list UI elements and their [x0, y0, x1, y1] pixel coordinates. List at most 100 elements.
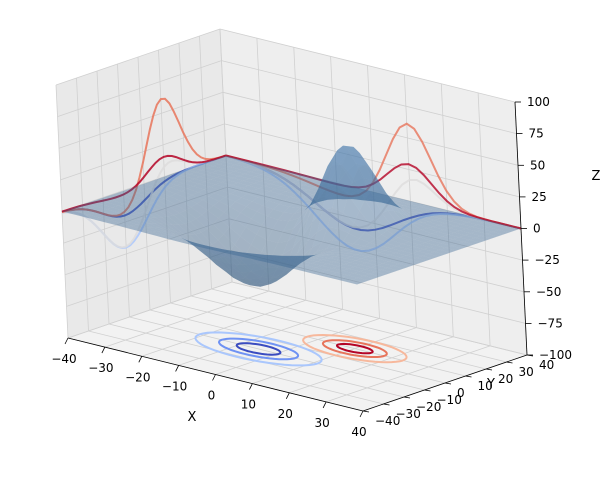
surface-patch	[234, 236, 251, 255]
surface-patch	[319, 183, 336, 189]
surface-patch	[197, 246, 215, 259]
surface-patch	[350, 197, 367, 200]
grid-line	[219, 28, 516, 103]
surface-patch	[112, 205, 129, 211]
surface-patch	[381, 230, 398, 241]
surface-patch	[125, 225, 142, 231]
surface-patch	[448, 232, 465, 238]
y-tick-label: −30	[396, 407, 421, 421]
surface-patch	[392, 237, 409, 244]
surface-patch	[240, 167, 257, 172]
surface-patch	[327, 145, 343, 166]
surface-patch	[295, 199, 312, 204]
surface-patch	[326, 185, 343, 198]
surface-patch	[442, 234, 459, 240]
surface-patch	[269, 188, 286, 194]
x-tick-label: −40	[51, 352, 76, 366]
surface-patch	[407, 211, 424, 218]
x-tick-label: 0	[208, 389, 216, 403]
surface-patch	[306, 258, 324, 262]
y-tick-label: 30	[519, 365, 534, 379]
surface-patch	[460, 228, 477, 234]
surface-patch	[241, 271, 259, 280]
surface-patch	[388, 197, 406, 202]
surface-patch	[131, 193, 148, 199]
surface-patch	[318, 255, 335, 259]
surface-patch	[150, 217, 167, 225]
surface-patch	[127, 214, 145, 220]
surface-patch	[193, 245, 210, 259]
surface-patch	[99, 215, 116, 221]
surface-patch	[252, 269, 269, 279]
x-tick	[322, 401, 327, 409]
surface-patch	[297, 255, 314, 256]
surface-patch	[333, 197, 350, 200]
surface-patch	[114, 191, 132, 197]
surface-patch	[302, 231, 318, 257]
surface-patch	[334, 190, 352, 196]
surface-patch	[229, 164, 246, 170]
surface-patch	[325, 250, 342, 253]
surface-patch	[207, 166, 224, 171]
surface-patch	[287, 236, 303, 263]
surface-patch	[120, 221, 137, 226]
surface-patch	[454, 230, 471, 236]
surface-patch	[152, 200, 169, 209]
surface-patch	[304, 269, 321, 275]
surface-patch	[324, 188, 341, 193]
surface-patch	[183, 234, 201, 247]
surface-patch	[435, 243, 452, 248]
surface-patch	[113, 198, 130, 204]
surface-patch	[381, 202, 398, 207]
left-wall-contour-projection	[61, 97, 227, 250]
surface-patch	[198, 189, 215, 197]
x-tick-label: 10	[241, 398, 256, 412]
surface-patch	[263, 191, 280, 198]
surface-patch	[327, 240, 344, 249]
surface-patch	[320, 270, 338, 275]
surface-patch	[462, 215, 479, 221]
surface-patch	[124, 202, 141, 208]
surface-patch	[188, 178, 205, 184]
surface-patch	[237, 277, 255, 285]
y-tick-label: −20	[416, 400, 441, 414]
surface-patch	[137, 223, 154, 228]
surface-patch	[355, 163, 373, 181]
surface-patch	[208, 251, 226, 263]
surface-patch	[419, 242, 436, 248]
y-tick	[465, 375, 472, 378]
surface-patch	[286, 182, 304, 188]
surface-patch	[131, 224, 148, 229]
surface-patch	[354, 210, 371, 232]
surface-patch	[434, 218, 451, 224]
surface-patch	[343, 233, 360, 244]
surface-patch	[289, 258, 306, 265]
surface-patch	[157, 208, 174, 217]
surface-patch	[251, 163, 269, 168]
y-tick-label: 40	[539, 358, 554, 372]
surface-patch	[107, 200, 125, 206]
surface-patch	[210, 177, 228, 183]
surface-patch	[305, 263, 322, 268]
surface-patch	[238, 173, 256, 179]
surface-patch	[292, 241, 308, 267]
grid-line	[63, 186, 228, 244]
surface-patch	[354, 198, 371, 201]
surface-patch	[239, 258, 257, 265]
surface-patch	[375, 234, 393, 244]
surface-patch	[387, 203, 404, 207]
surface-patch	[423, 247, 441, 252]
surface-patch	[279, 191, 297, 197]
surface-patch	[353, 271, 370, 276]
surface-patch	[242, 185, 259, 191]
surface-patch	[433, 225, 450, 230]
surface-patch	[208, 193, 225, 202]
surface-patch	[322, 185, 338, 211]
surface-patch	[457, 241, 475, 247]
surface-patch	[482, 227, 499, 232]
surface-patch	[188, 243, 205, 247]
surface-patch	[425, 240, 442, 246]
surface-patch	[345, 193, 362, 198]
z-tick-label: 100	[527, 95, 550, 109]
